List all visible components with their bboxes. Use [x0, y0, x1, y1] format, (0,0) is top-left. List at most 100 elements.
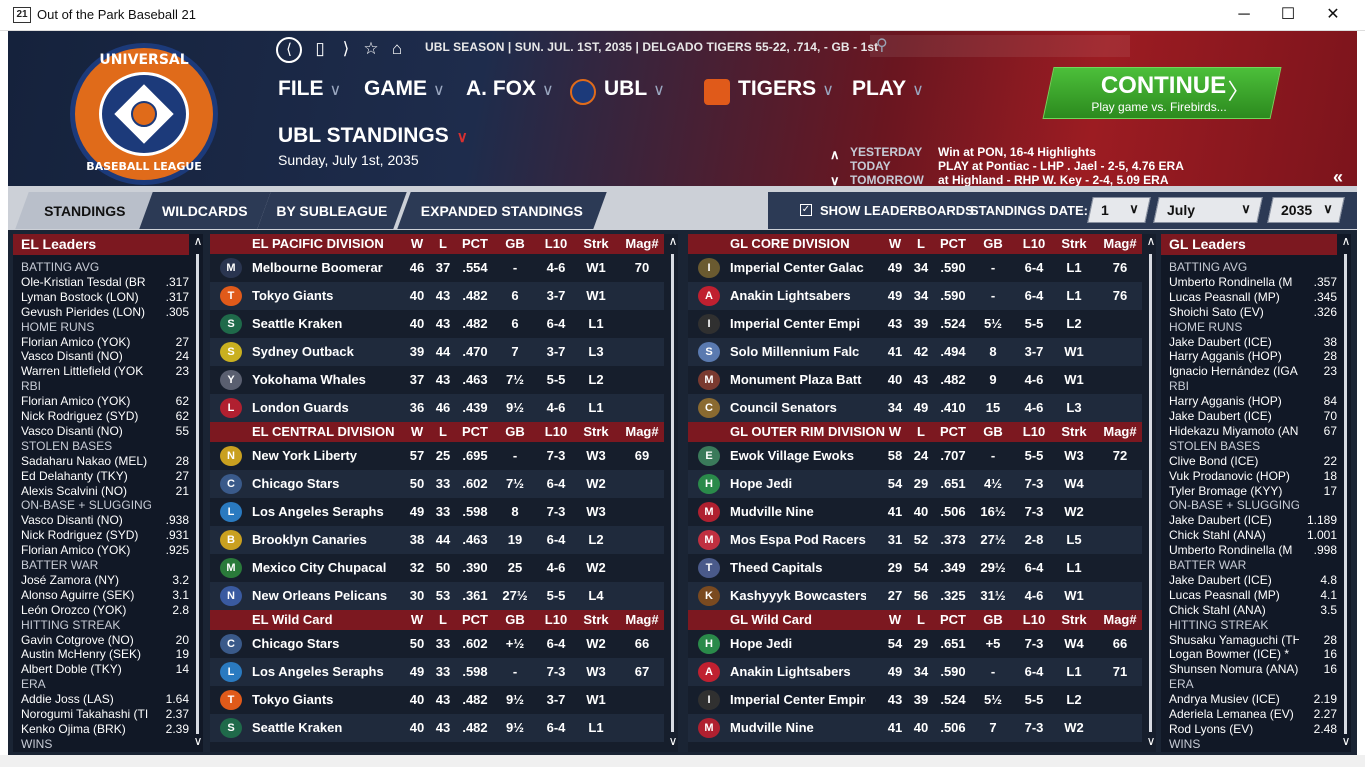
team-name[interactable]: Mos Espa Pod Racers: [730, 532, 866, 547]
leader-row[interactable]: Florian Amico (YOK) .925: [21, 543, 191, 557]
player-name[interactable]: Vasco Disanti (NO): [21, 349, 123, 364]
player-name[interactable]: Umberto Rondinella (M: [1169, 543, 1293, 558]
team-name[interactable]: Yokohama Whales: [252, 372, 366, 387]
team-row[interactable]: M Mudville Nine 41 40 .506 16½ 7-3 W2: [688, 498, 1142, 526]
team-row[interactable]: S Seattle Kraken 40 43 .482 9½ 6-4 L1: [210, 714, 664, 742]
team-row[interactable]: S Solo Millennium Falc 41 42 .494 8 3-7 W1: [688, 338, 1142, 366]
player-name[interactable]: Vasco Disanti (NO): [21, 423, 123, 438]
team-row[interactable]: S Sydney Outback 39 44 .470 7 3-7 L3: [210, 338, 664, 366]
collapse-icon[interactable]: «: [1333, 167, 1344, 186]
scroll-up-icon[interactable]: ∧: [1341, 234, 1351, 248]
column-header-pct[interactable]: PCT: [940, 612, 966, 627]
team-name[interactable]: Imperial Center Empi: [730, 316, 861, 331]
leader-row[interactable]: Alexis Scalvini (NO) 21: [21, 484, 191, 498]
team-name[interactable]: Sydney Outback: [252, 344, 354, 359]
player-name[interactable]: Nick Rodriguez (SYD): [21, 409, 139, 423]
column-header-l10[interactable]: L10: [1022, 236, 1046, 251]
page-title[interactable]: UBL STANDINGS ∨: [278, 124, 468, 148]
month-select[interactable]: July ∨: [1153, 197, 1263, 223]
column-header-l[interactable]: L: [439, 236, 447, 251]
team-row[interactable]: I Imperial Center Galac 49 34 .590 - 6-4 L1 76: [688, 254, 1142, 282]
leader-row[interactable]: Shoichi Sato (EV) .326: [1169, 305, 1339, 319]
leader-row[interactable]: Umberto Rondinella (M .998: [1169, 543, 1339, 557]
player-name[interactable]: Andrya Musiev (ICE): [1169, 692, 1280, 707]
team-name[interactable]: London Guards: [252, 400, 349, 415]
tab-by-subleague[interactable]: BY SUBLEAGUE: [257, 192, 407, 229]
team-row[interactable]: M Mexico City Chupacal 32 50 .390 25 4-6 W2: [210, 554, 664, 582]
team-name[interactable]: Council Senators: [730, 400, 837, 415]
player-name[interactable]: Ignacio Hernández (IGA: [1169, 364, 1298, 379]
team-name[interactable]: Hope Jedi: [730, 476, 793, 491]
column-header-w[interactable]: W: [888, 424, 902, 439]
column-header-gb[interactable]: GB: [983, 236, 1003, 251]
team-row[interactable]: M Mos Espa Pod Racers 31 52 .373 27½ 2-8 L5: [688, 526, 1142, 554]
leader-row[interactable]: Logan Bowmer (ICE) * 16: [1169, 647, 1339, 661]
star-icon[interactable]: ☆: [363, 39, 379, 58]
leader-row[interactable]: Hidekazu Miyamoto (AN 67: [1169, 424, 1339, 438]
player-name[interactable]: Nick Rodriguez (SYD): [21, 528, 139, 543]
continue-button[interactable]: CONTINUE Play game vs. Firebirds... 〉: [1042, 67, 1282, 119]
team-name[interactable]: Los Angeles Seraphs: [252, 664, 384, 679]
team-name[interactable]: Chicago Stars: [252, 476, 340, 491]
team-row[interactable]: N New Orleans Pelicans 30 53 .361 27½ 5-5 L4: [210, 582, 664, 610]
column-header-mag[interactable]: Mag#: [1103, 236, 1137, 251]
player-name[interactable]: Ole-Kristian Tesdal (BR: [21, 274, 146, 289]
player-name[interactable]: Clive Bond (ICE): [1169, 453, 1259, 468]
leader-row[interactable]: Jake Daubert (ICE) 70: [1169, 409, 1339, 423]
tomorrow-value[interactable]: at Highland - RHP W. Key - 2-4, 5.09 ERA: [938, 173, 1169, 186]
leader-row[interactable]: Addie Joss (LAS) 1.64: [21, 692, 191, 706]
team-row[interactable]: C Council Senators 34 49 .410 15 4-6 L3: [688, 394, 1142, 422]
column-header-gb[interactable]: GB: [505, 424, 525, 439]
column-header-gb[interactable]: GB: [983, 424, 1003, 439]
column-header-pct[interactable]: PCT: [462, 424, 488, 439]
player-name[interactable]: Hidekazu Miyamoto (AN: [1169, 423, 1299, 438]
player-name[interactable]: Chick Stahl (ANA): [1169, 528, 1266, 543]
leader-row[interactable]: Ed Delahanty (TKY) 27: [21, 469, 191, 483]
team-name[interactable]: Tokyo Giants: [252, 288, 334, 303]
leader-row[interactable]: Nick Rodriguez (SYD) .931: [21, 528, 191, 542]
leader-row[interactable]: Gevush Pierides (LON) .305: [21, 305, 191, 319]
team-name[interactable]: New York Liberty: [252, 448, 357, 463]
player-name[interactable]: Alexis Scalvini (NO): [21, 483, 128, 498]
leader-row[interactable]: Ignacio Hernández (IGA 23: [1169, 364, 1339, 378]
player-name[interactable]: Lucas Peasnall (MP): [1169, 587, 1280, 602]
column-header-strk[interactable]: Strk: [583, 236, 609, 251]
team-row[interactable]: L Los Angeles Seraphs 49 33 .598 - 7-3 W3 67: [210, 658, 664, 686]
player-name[interactable]: Florian Amico (YOK): [21, 334, 131, 349]
column-header-strk[interactable]: Strk: [1061, 236, 1087, 251]
player-name[interactable]: Shunsen Nomura (ANA): [1169, 662, 1299, 677]
team-row[interactable]: T Theed Capitals 29 54 .349 29½ 6-4 L1: [688, 554, 1142, 582]
team-row[interactable]: L Los Angeles Seraphs 49 33 .598 8 7-3 W3: [210, 498, 664, 526]
tab-wildcards[interactable]: WILDCARDS: [139, 192, 271, 229]
menu-game[interactable]: GAME ∨: [364, 77, 445, 101]
scrollbar-thumb[interactable]: [1149, 254, 1152, 732]
team-row[interactable]: H Hope Jedi 54 29 .651 4½ 7-3 W4: [688, 470, 1142, 498]
column-header-l[interactable]: L: [917, 236, 925, 251]
player-name[interactable]: Florian Amico (YOK): [21, 543, 131, 558]
column-header-mag[interactable]: Mag#: [625, 612, 659, 627]
player-name[interactable]: León Orozco (YOK): [21, 602, 127, 617]
chevron-up-icon[interactable]: ∧: [830, 147, 840, 162]
leader-row[interactable]: Ole-Kristian Tesdal (BR .317: [21, 275, 191, 289]
leader-row[interactable]: Florian Amico (YOK) 27: [21, 335, 191, 349]
chevron-down-icon[interactable]: ∨: [830, 173, 840, 186]
day-select[interactable]: 1 ∨: [1087, 197, 1151, 223]
team-row[interactable]: S Seattle Kraken 40 43 .482 6 6-4 L1: [210, 310, 664, 338]
team-row[interactable]: T Tokyo Giants 40 43 .482 6 3-7 W1: [210, 282, 664, 310]
leader-row[interactable]: Chick Stahl (ANA) 1.001: [1169, 528, 1339, 542]
scrollbar-thumb[interactable]: [1344, 254, 1347, 734]
leader-row[interactable]: Harry Agganis (HOP) 28: [1169, 349, 1339, 363]
leader-row[interactable]: Gavin Cotgrove (NO) 20: [21, 633, 191, 647]
tab-standings[interactable]: STANDINGS: [15, 192, 155, 229]
el-leaders-scrollbar[interactable]: ∧ ∨: [193, 234, 203, 752]
column-header-gb[interactable]: GB: [983, 612, 1003, 627]
column-header-w[interactable]: W: [888, 612, 902, 627]
menu-league[interactable]: UBL ∨: [604, 77, 665, 101]
leader-row[interactable]: Jake Daubert (ICE) 1.189: [1169, 513, 1339, 527]
leader-row[interactable]: Florian Amico (YOK) 62: [21, 394, 191, 408]
team-name[interactable]: Imperial Center Empire: [730, 692, 866, 707]
leader-row[interactable]: Sadaharu Nakao (MEL) 28: [21, 454, 191, 468]
show-leaderboards-checkbox[interactable]: ✓: [800, 204, 812, 216]
leader-row[interactable]: Jake Daubert (ICE) 38: [1169, 335, 1339, 349]
column-header-mag[interactable]: Mag#: [1103, 424, 1137, 439]
